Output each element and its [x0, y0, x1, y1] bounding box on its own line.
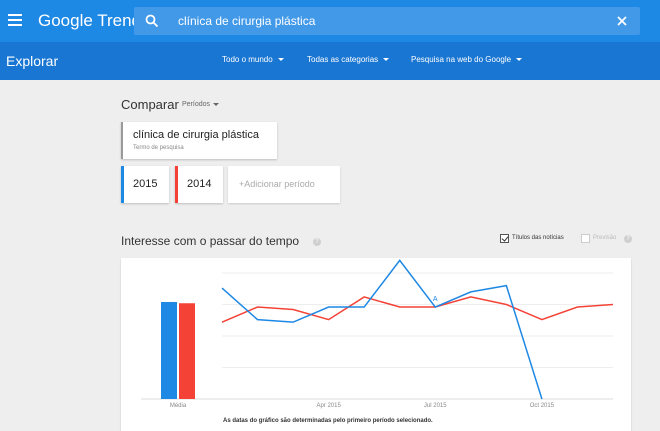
- chevron-down-icon: [277, 58, 284, 62]
- news-annotation-marker: A: [433, 296, 438, 303]
- menu-icon[interactable]: [8, 14, 22, 26]
- interest-title: Interesse com o passar do tempo: [121, 234, 300, 248]
- search-box[interactable]: clínica de cirurgia plástica: [134, 7, 640, 35]
- line-chart: Média Apr 2015 Jul 2015 Oct 2015 A: [141, 259, 614, 409]
- add-period-label: +Adicionar período: [239, 179, 315, 189]
- average-bar-2015: [161, 301, 177, 399]
- series-line-2014: [221, 296, 614, 323]
- forecast-checkbox[interactable]: [581, 234, 590, 243]
- average-label: Média: [170, 403, 187, 409]
- search-type-dropdown[interactable]: Pesquisa na web do Google: [411, 55, 523, 64]
- compare-mode-label: Períodos: [182, 101, 211, 108]
- period-card-2014[interactable]: 2014: [175, 166, 223, 203]
- search-term-card[interactable]: clínica de cirurgia plástica Termo de pe…: [121, 122, 277, 159]
- google-trends-logo[interactable]: Google Trends: [38, 11, 150, 30]
- average-bar-2014: [179, 303, 195, 399]
- compare-title: Comparar: [121, 97, 179, 112]
- chevron-down-icon: [516, 58, 523, 62]
- period-label: 2015: [133, 178, 158, 190]
- chevron-down-icon: [383, 58, 390, 62]
- news-headlines-checkbox[interactable]: [500, 234, 509, 243]
- help-icon[interactable]: ?: [624, 235, 632, 243]
- search-type-label: Pesquisa na web do Google: [411, 55, 512, 64]
- period-card-2015[interactable]: 2015: [121, 166, 169, 203]
- forecast-label: Previsão: [593, 235, 617, 241]
- chart-footnote: As datas do gráfico são determinadas pel…: [223, 418, 433, 424]
- x-tick-label: Jul 2015: [424, 403, 447, 409]
- period-label: 2014: [187, 178, 212, 190]
- search-icon[interactable]: [144, 13, 160, 29]
- chevron-down-icon: [213, 102, 220, 106]
- explore-bar: Explorar Todo o mundo Todas as categoria…: [0, 42, 660, 80]
- add-period-button[interactable]: +Adicionar período: [228, 166, 340, 203]
- region-label: Todo o mundo: [222, 55, 273, 64]
- top-bar: Google Trends clínica de cirurgia plásti…: [0, 0, 660, 42]
- category-dropdown[interactable]: Todas as categorias: [307, 55, 390, 64]
- region-dropdown[interactable]: Todo o mundo: [222, 55, 284, 64]
- interest-chart: Média Apr 2015 Jul 2015 Oct 2015 A: [121, 258, 631, 431]
- page-title: Explorar: [6, 53, 59, 69]
- compare-mode-dropdown[interactable]: Períodos: [182, 101, 220, 108]
- help-icon[interactable]: ?: [313, 238, 321, 246]
- search-input[interactable]: clínica de cirurgia plástica: [178, 14, 316, 28]
- close-icon[interactable]: [614, 13, 630, 29]
- search-term: clínica de cirurgia plástica: [133, 129, 259, 141]
- news-headlines-label: Títulos das notícias: [512, 235, 564, 241]
- series-line-2015: [221, 259, 543, 400]
- search-term-type: Termo de pesquisa: [133, 145, 184, 151]
- x-tick-label: Oct 2015: [530, 403, 555, 409]
- category-label: Todas as categorias: [307, 55, 379, 64]
- x-tick-label: Apr 2015: [316, 403, 341, 409]
